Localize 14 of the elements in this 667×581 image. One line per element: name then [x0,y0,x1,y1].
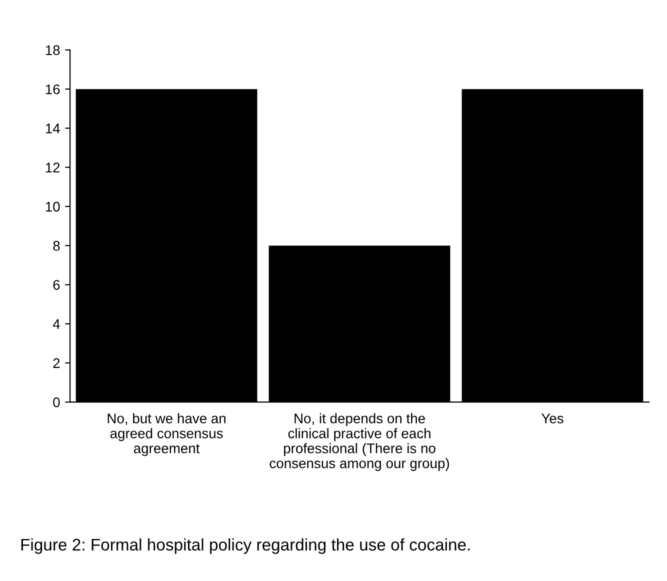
y-tick-label: 8 [53,240,60,251]
y-tick-label: 0 [53,397,60,408]
y-tick-label: 18 [46,45,60,56]
y-tick-label: 4 [52,319,60,329]
y-tick-label: 6 [53,280,60,290]
y-tick-label: 14 [46,124,60,134]
caption: Figure 2: Formal hospital policy regarding the use of cocaine. [21,538,470,554]
x-tick-label: No, it depends on the clinical practive of each professional (There is no consensus among our group) [270,413,449,471]
y-tick-label: 16 [46,84,60,94]
x-tick-label: Yes [541,414,564,424]
y-tick-label: 12 [46,162,60,172]
x-tick-label: No, but we have an agreed consensus agreement [108,413,226,456]
y-tick-label: 2 [53,358,60,368]
y-tick-label: 10 [46,202,60,212]
